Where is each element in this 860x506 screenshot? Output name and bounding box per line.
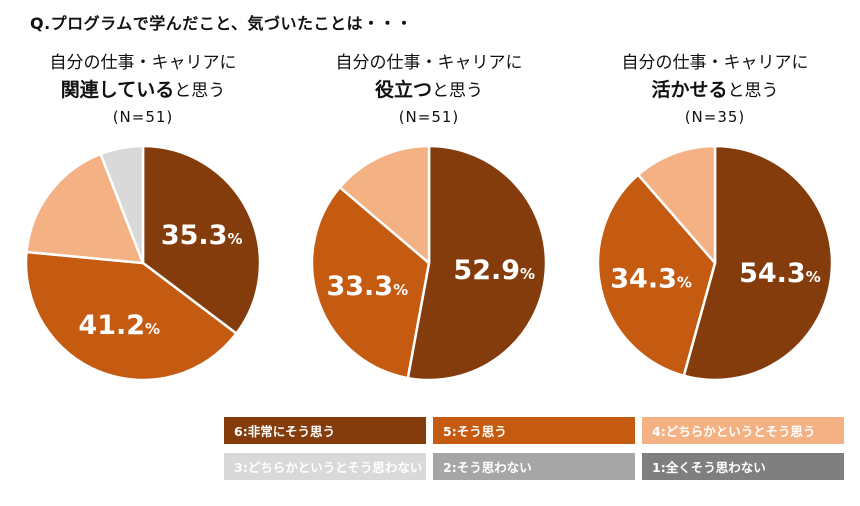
pie-slice <box>24 250 238 382</box>
chart-sample-size: (N=51) <box>398 108 460 126</box>
pie-chart-3: 自分の仕事・キャリアに 活かせると思う (N=35) 54.3% 34.3% <box>572 50 858 385</box>
pie-slice <box>310 186 431 380</box>
chart-sample-size: (N=35) <box>684 108 746 126</box>
pie-slice <box>338 144 431 265</box>
pie-charts-row: 自分の仕事・キャリアに 関連していると思う (N=51) 35.3% 41.2% 自分の仕… <box>0 50 860 385</box>
legend-item-3: 3:どちらかというとそう思わない <box>224 453 426 480</box>
chart-title-line1: 自分の仕事・キャリアに <box>49 53 237 73</box>
chart-title: 自分の仕事・キャリアに 関連していると思う (N=51) <box>50 50 237 129</box>
pie-slice <box>636 144 717 265</box>
chart-sample-size: (N=51) <box>112 108 174 126</box>
chart-title-line1: 自分の仕事・キャリアに <box>335 53 523 73</box>
page-title: Q.プログラムで学んだこと、気づいたことは・・・ <box>30 14 413 33</box>
chart-title-line2: 関連していると思う <box>60 79 226 101</box>
pie-slice-label: 41.2% <box>78 310 160 341</box>
pie-chart-2: 自分の仕事・キャリアに 役立つと思う (N=51) 52.9% 33.3% <box>286 50 572 385</box>
legend-item-5: 5:そう思う <box>433 417 635 444</box>
pie-svg: 52.9%33.3% <box>310 144 548 382</box>
legend-item-1: 1:全くそう思わない <box>642 453 844 480</box>
pie-slice <box>406 144 548 382</box>
chart-title-line2: 役立つと思う <box>374 79 483 101</box>
pie-slice <box>25 152 145 265</box>
pie-svg: 35.3%41.2% <box>24 144 262 382</box>
pie-slice <box>596 173 717 378</box>
legend-item-2: 2:そう思わない <box>433 453 635 480</box>
chart-title-line1: 自分の仕事・キャリアに <box>621 53 809 73</box>
chart-title: 自分の仕事・キャリアに 活かせると思う (N=35) <box>622 50 809 129</box>
chart-title: 自分の仕事・キャリアに 役立つと思う (N=51) <box>336 50 523 129</box>
pie-slice <box>682 144 834 382</box>
pie-slice <box>99 144 145 265</box>
legend-item-6: 6:非常にそう思う <box>224 417 426 444</box>
legend-item-4: 4:どちらかというとそう思う <box>642 417 844 444</box>
chart-title-line2: 活かせると思う <box>651 79 779 101</box>
legend: 6:非常にそう思う 5:そう思う 4:どちらかというとそう思う 3:どちらかというとそ… <box>224 417 844 480</box>
pie-svg: 54.3%34.3% <box>596 144 834 382</box>
pie-slice <box>141 144 262 335</box>
pie-chart-1: 自分の仕事・キャリアに 関連していると思う (N=51) 35.3% 41.2% <box>0 50 286 385</box>
